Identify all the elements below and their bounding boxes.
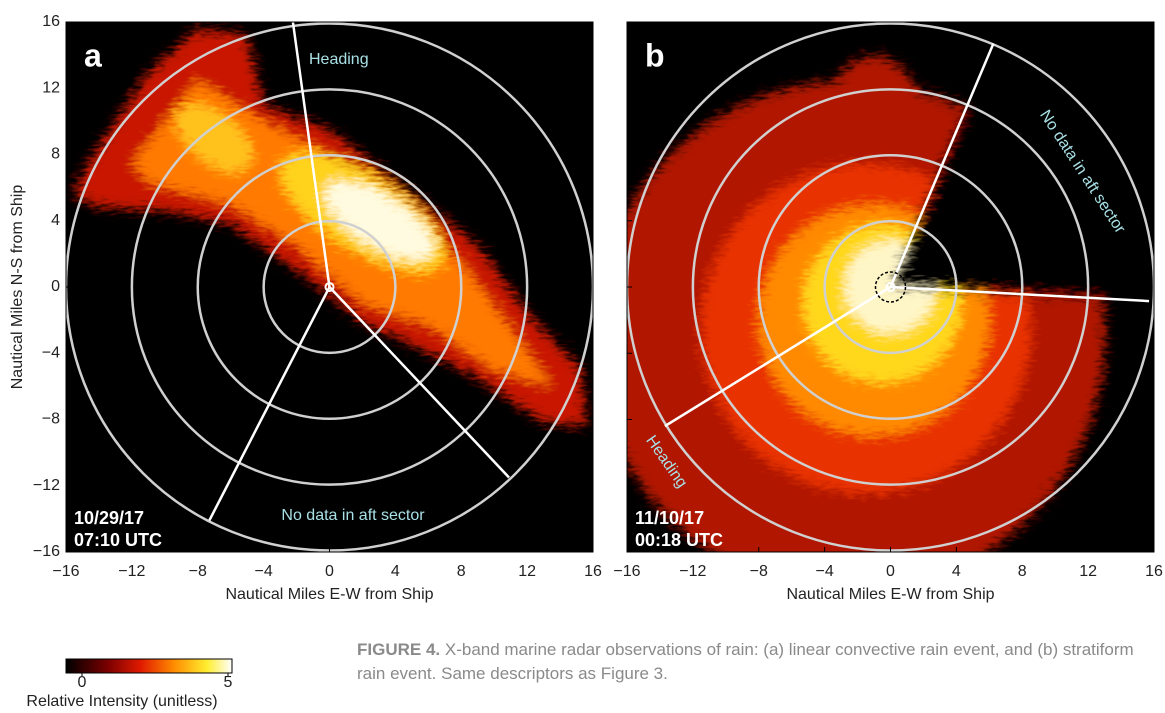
y-tick-label: 4 [51,212,60,229]
x-tick-label: 4 [952,563,961,580]
y-tick-label: −4 [42,344,60,361]
y-tick-label: 12 [42,79,60,96]
colorbar-title: Relative Intensity (unitless) [26,693,217,710]
colorbar-tick-label: 0 [78,674,87,691]
x-tick-label: −12 [118,563,145,580]
x-axis-title: Nautical Miles E-W from Ship [225,586,433,603]
x-tick-label: −8 [189,563,207,580]
x-tick-label: 4 [391,563,400,580]
x-tick-label: −8 [750,563,768,580]
x-tick-label: 8 [1018,563,1027,580]
x-tick-label: −4 [255,563,273,580]
x-tick-label: 0 [886,563,895,580]
x-tick-label: 8 [457,563,466,580]
colorbar [66,659,232,673]
y-tick-label: −8 [42,411,60,428]
x-tick-label: 12 [518,563,536,580]
y-tick-label: 16 [42,13,60,30]
figure: a 10/29/1707:10 UTC Heading No data in aft … [0,0,1165,713]
time-label: 00:18 UTC [635,530,723,550]
x-tick-label: −16 [613,563,640,580]
x-tick-label: 12 [1079,563,1097,580]
y-tick-label: 8 [51,146,60,163]
caption-text: X-band marine radar observations of rain… [357,640,1134,683]
x-tick-label: 16 [1145,563,1163,580]
panel-label: a [84,37,102,73]
heading-label: Heading [309,51,369,68]
y-tick-label: 0 [51,278,60,295]
date-label: 10/29/17 [74,508,144,528]
caption-label: FIGURE 4. [357,640,440,659]
panel-label: b [645,37,665,73]
x-tick-label: 0 [325,563,334,580]
date-label: 11/10/17 [635,508,704,528]
y-tick-label: −12 [33,477,60,494]
caption: FIGURE 4. X-band marine radar observatio… [357,638,1157,686]
aft-label: No data in aft sector [281,507,425,524]
x-tick-label: −12 [679,563,706,580]
y-tick-label: −16 [33,543,60,560]
y-axis-title: Nautical Miles N-S from Ship [9,185,26,390]
page: a 10/29/1707:10 UTC Heading No data in aft … [0,0,1165,713]
x-tick-label: 16 [584,563,602,580]
x-axis-title: Nautical Miles E-W from Ship [786,586,994,603]
x-tick-label: −16 [52,563,79,580]
x-tick-label: −4 [816,563,834,580]
time-label: 07:10 UTC [74,530,162,550]
colorbar-tick-label: 5 [224,674,233,691]
